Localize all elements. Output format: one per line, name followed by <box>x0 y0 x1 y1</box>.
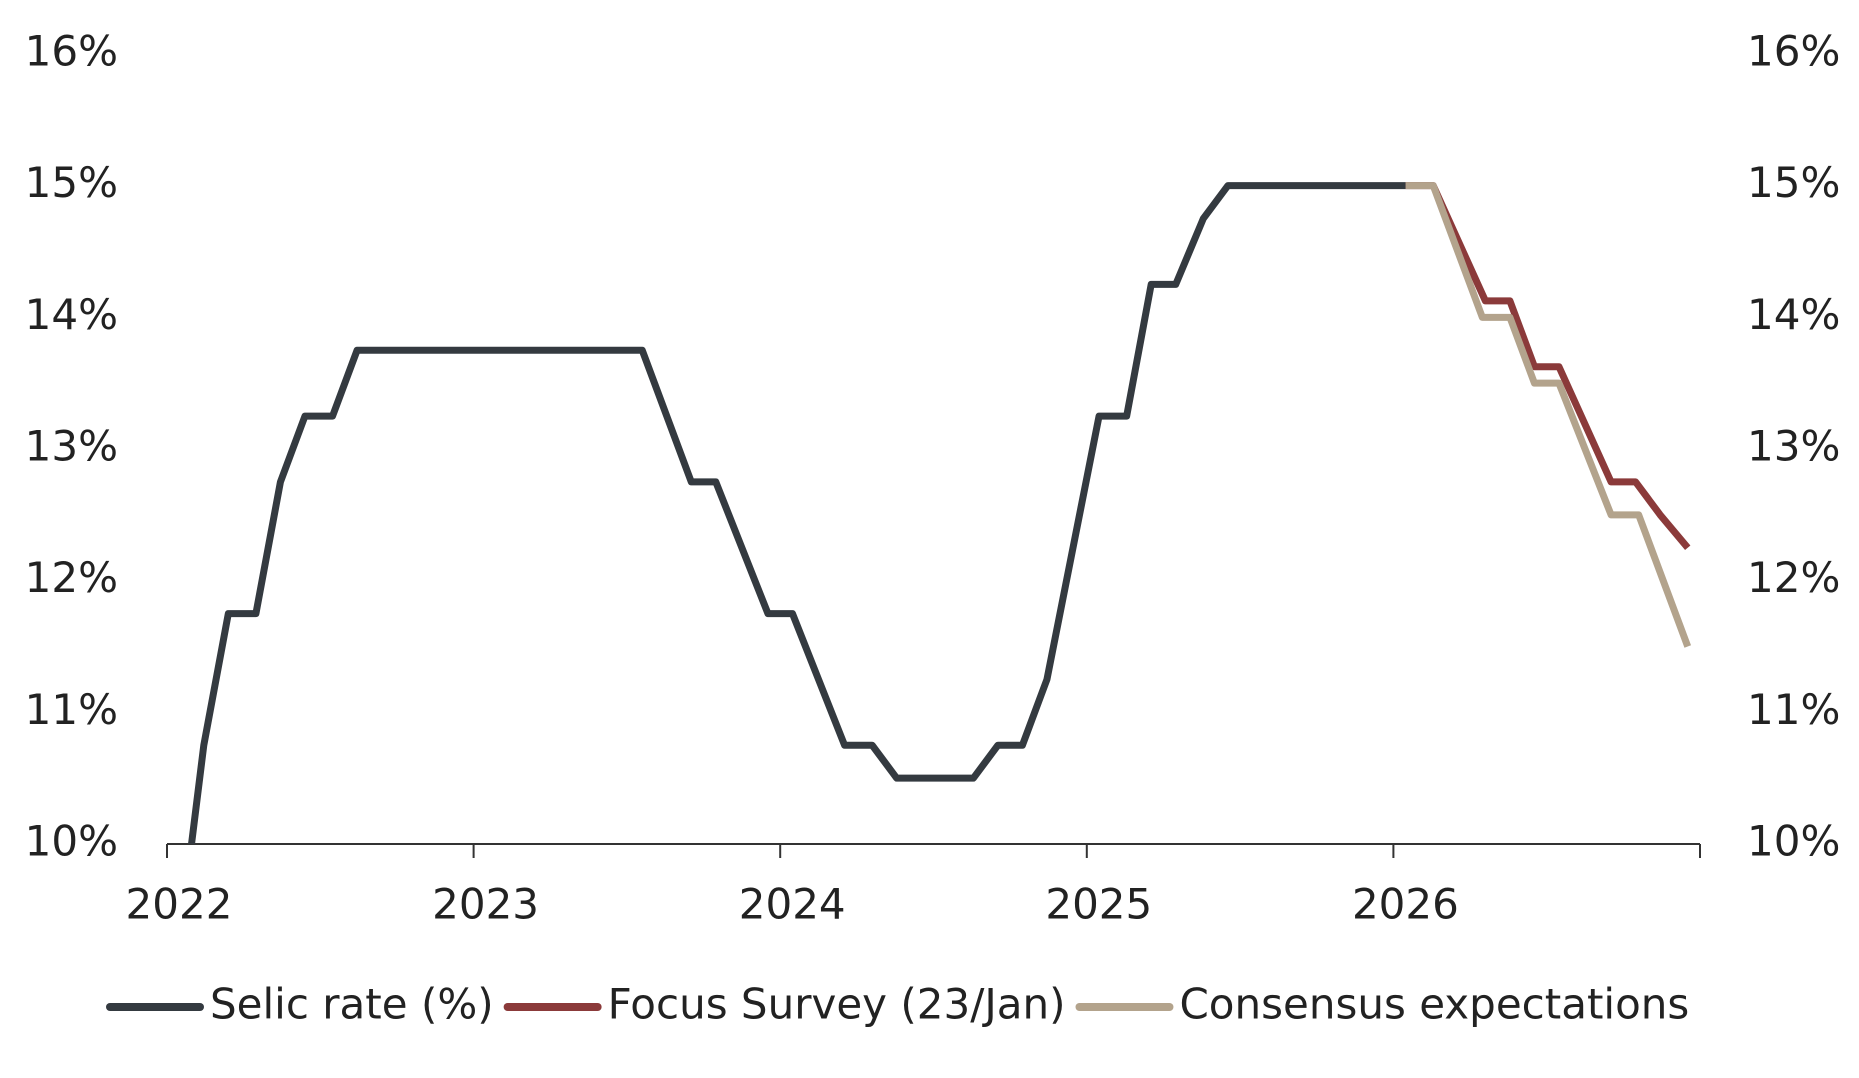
series-line <box>1405 182 1692 648</box>
x-tick-label: 2025 <box>1045 880 1152 929</box>
y2-tick-label: 11% <box>1747 685 1840 734</box>
legend-label: Selic rate (%) <box>210 980 494 1029</box>
series-line <box>1405 182 1691 550</box>
y2-tick-label: 15% <box>1747 158 1840 207</box>
y-tick-label: 12% <box>25 553 118 602</box>
y-tick-label: 14% <box>25 290 118 339</box>
y2-tick-label: 16% <box>1747 27 1840 76</box>
x-tick-label: 2023 <box>432 880 539 929</box>
y2-tick-label: 14% <box>1747 290 1840 339</box>
x-tick-label: 2022 <box>126 880 233 929</box>
y2-tick-label: 12% <box>1747 553 1840 602</box>
y2-tick-label: 10% <box>1747 817 1840 866</box>
y-tick-label: 15% <box>25 158 118 207</box>
y-tick-label: 16% <box>25 27 118 76</box>
series-line <box>188 182 1406 845</box>
x-tick-label: 2026 <box>1352 880 1459 929</box>
y2-tick-label: 13% <box>1747 422 1840 471</box>
legend-label: Focus Survey (23/Jan) <box>608 980 1066 1029</box>
y-tick-label: 13% <box>25 422 118 471</box>
y-tick-label: 10% <box>25 817 118 866</box>
y-tick-label: 11% <box>25 685 118 734</box>
x-tick-label: 2024 <box>739 880 846 929</box>
legend-label: Consensus expectations <box>1179 980 1689 1029</box>
